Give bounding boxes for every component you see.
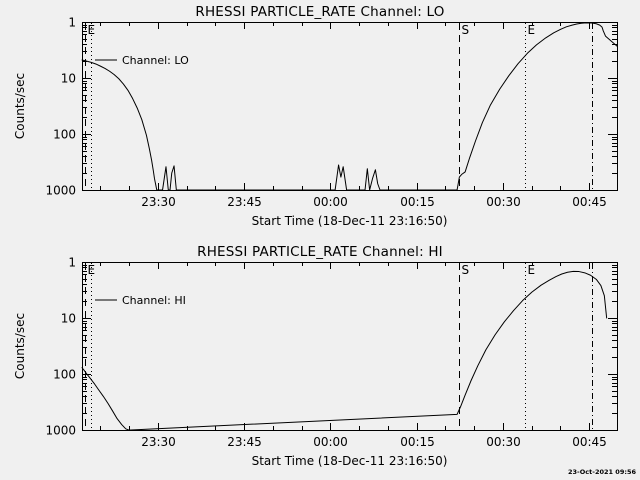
x-tick-label: 23:45: [227, 435, 262, 449]
y-tick-label: 10: [61, 312, 76, 326]
panel-lo-svg: RHESSI PARTICLE_RATE Channel: LO 1000100…: [0, 0, 640, 240]
x-tick-label: 00:15: [400, 195, 435, 209]
panel-lo-title: RHESSI PARTICLE_RATE Channel: LO: [195, 4, 444, 20]
y-tick-label: 100: [53, 368, 76, 382]
x-tick-label: 23:45: [227, 195, 262, 209]
y-tick-label: 1000: [45, 184, 76, 198]
y-tick-label: 10: [61, 72, 76, 86]
x-tick-label: 23:30: [141, 435, 176, 449]
panel-hi-background: [0, 240, 640, 480]
x-tick-label: 00:30: [486, 195, 521, 209]
panel-hi-svg: RHESSI PARTICLE_RATE Channel: HI 1000100…: [0, 240, 640, 480]
y-tick-label: 1: [68, 256, 76, 270]
y-axis-label: Counts/sec: [13, 73, 27, 139]
render-timestamp: 23-Oct-2021 09:56: [568, 468, 636, 476]
x-tick-label: 00:00: [313, 435, 348, 449]
panel-channel-lo: RHESSI PARTICLE_RATE Channel: LO 1000 100…: [0, 0, 640, 240]
annotation-label-E: E: [528, 23, 536, 37]
x-tick-label: 00:15: [400, 435, 435, 449]
panel-hi-plot-area: 1000 100 10 1 23:30 23:45 00:00 00:15 00:30 00:45…: [13, 256, 618, 468]
x-axis-label: Start Time (18-Dec-11 23:16:50): [252, 454, 448, 468]
y-axis-label: Counts/sec: [13, 313, 27, 379]
y-tick-label: 100: [53, 128, 76, 142]
x-axis-label: Start Time (18-Dec-11 23:16:50): [252, 214, 448, 228]
y-tick-label: 1000: [45, 424, 76, 438]
x-tick-label: 00:45: [572, 195, 607, 209]
annotation-label-E: E: [528, 263, 536, 277]
annotation-label-S: S: [462, 23, 470, 37]
legend-label: Channel: HI: [122, 294, 186, 307]
data-curve-hi: [81, 270, 608, 431]
panel-channel-hi: RHESSI PARTICLE_RATE Channel: HI 1000 100…: [0, 240, 640, 480]
x-tick-label: 00:00: [313, 195, 348, 209]
panel-hi-title: RHESSI PARTICLE_RATE Channel: HI: [197, 244, 443, 260]
data-curve-lo: [81, 22, 618, 191]
plot-frame: [82, 262, 618, 431]
x-tick-label: 00:45: [572, 435, 607, 449]
annotation-label-E: E: [88, 23, 96, 37]
legend-label: Channel: LO: [122, 54, 189, 67]
x-tick-label: 23:30: [141, 195, 176, 209]
panel-lo-background: [0, 0, 640, 240]
x-tick-label: 00:30: [486, 435, 521, 449]
y-tick-label: 1: [68, 16, 76, 30]
annotation-label-S: S: [462, 263, 470, 277]
panel-lo-plot-area: 1000 100 10 1 23:30 23:45 00:00 00:15 00:30 00:45…: [13, 16, 618, 228]
annotation-label-E: E: [88, 263, 96, 277]
